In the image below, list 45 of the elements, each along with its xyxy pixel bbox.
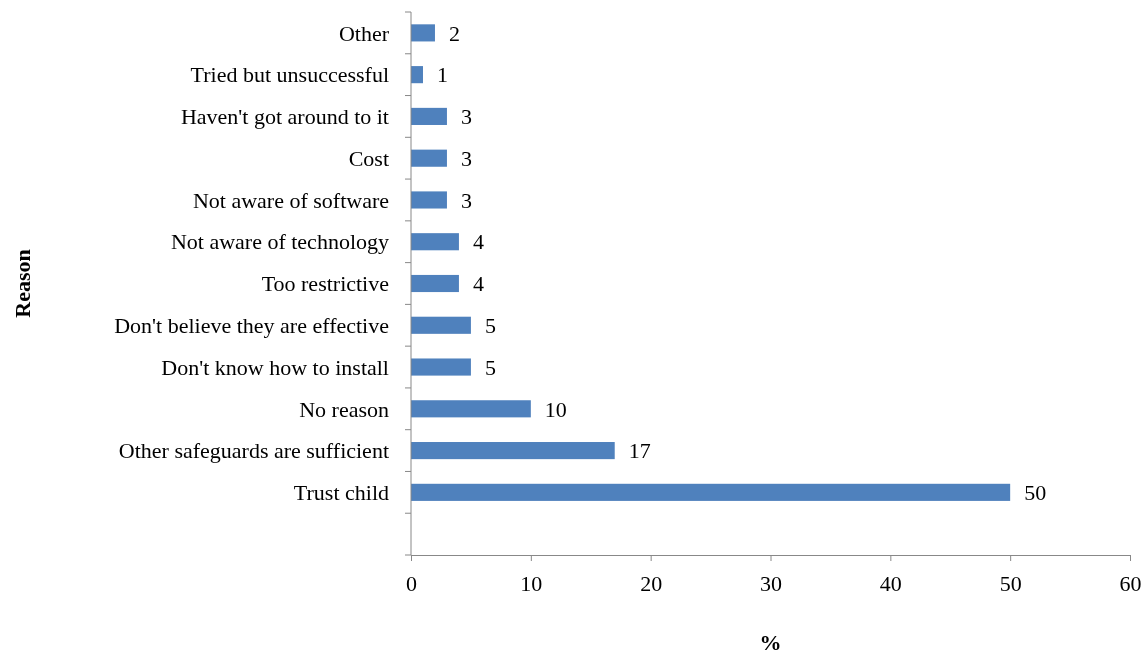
bar: [411, 274, 459, 293]
y-tick-label: No reason: [299, 396, 389, 422]
x-tick-label: 20: [640, 570, 663, 596]
data-label: 5: [484, 354, 496, 380]
data-label: 3: [460, 104, 472, 130]
bar: [411, 483, 1011, 501]
data-label: 2: [448, 20, 460, 46]
y-tick-label: Don't believe they are effective: [114, 312, 389, 338]
bar: [411, 66, 423, 84]
y-axis-title: Reason: [10, 249, 35, 318]
bar: [411, 107, 447, 125]
x-tick-label: 10: [520, 570, 543, 596]
bar: [411, 149, 447, 167]
bar: [411, 358, 471, 376]
data-label: 3: [460, 187, 472, 213]
x-tick-label: 60: [1119, 570, 1142, 596]
y-tick-label: Trust child: [293, 480, 389, 506]
y-tick-label: Not aware of software: [192, 187, 389, 213]
data-label: 4: [472, 229, 484, 255]
x-tick-label: 0: [406, 570, 417, 596]
y-tick-label: Other safeguards are sufficient: [118, 438, 389, 464]
bar: [411, 24, 435, 42]
y-tick-label: Not aware of technology: [170, 229, 389, 255]
bar: [411, 191, 447, 209]
bar: [411, 442, 615, 460]
bar: [411, 400, 531, 418]
x-axis-title: %: [759, 630, 782, 655]
x-tick-label: 50: [999, 570, 1022, 596]
data-label: 50: [1024, 480, 1047, 506]
y-tick-label: Don't know how to install: [161, 354, 389, 380]
bar: [411, 233, 459, 251]
y-tick-label: Haven't got around to it: [180, 104, 389, 130]
x-tick-label: 40: [879, 570, 902, 596]
y-tick-label: Tried but unsuccessful: [190, 62, 389, 88]
y-tick-label: Other: [338, 20, 390, 46]
data-label: 17: [628, 438, 651, 464]
y-tick-label: Cost: [348, 145, 389, 171]
data-label: 1: [436, 62, 448, 88]
data-label: 10: [544, 396, 567, 422]
y-tick-label: Too restrictive: [261, 271, 389, 297]
bar: [411, 316, 471, 334]
data-label: 4: [472, 271, 484, 297]
data-label: 3: [460, 145, 472, 171]
data-label: 5: [484, 312, 496, 338]
x-tick-label: 30: [760, 570, 782, 596]
